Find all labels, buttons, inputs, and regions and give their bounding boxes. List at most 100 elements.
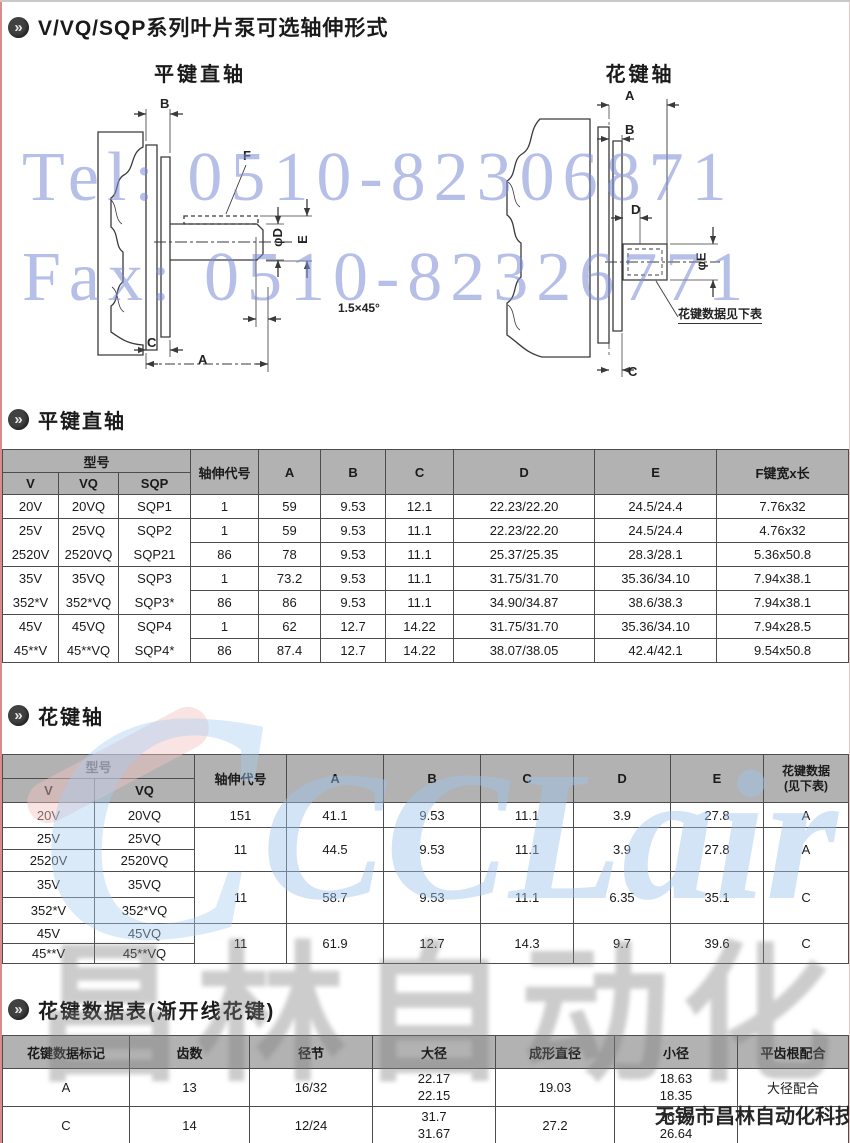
- table-row: 45V 45VQ SQP4 1 62 12.7 14.22 31.75/31.70 35.36/…: [2, 614, 850, 639]
- cell: 7.94x38.1: [716, 590, 850, 615]
- cell: 45VQ: [58, 614, 119, 639]
- cell: 35V: [2, 566, 59, 591]
- table-row: 35V 35VQ SQP3 1 73.2 9.53 11.1 31.75/31.70 35.36…: [2, 566, 850, 591]
- cell: 35.36/34.10: [594, 614, 718, 639]
- cell: 11.1: [385, 542, 455, 567]
- column-header-fit: 平齿根配合: [737, 1035, 849, 1069]
- cell: 45**VQ: [93, 943, 196, 964]
- cell: SQP4: [117, 614, 192, 639]
- cell: 20VQ: [58, 494, 119, 519]
- column-header-shaft-code: 轴伸代号: [190, 449, 260, 495]
- cell: SQP3*: [117, 590, 192, 615]
- cell: 11.1: [385, 590, 455, 615]
- dim-label-b2: B: [625, 122, 635, 137]
- dim-label-c: C: [147, 335, 157, 350]
- cell: 25.37/25.35: [453, 542, 596, 567]
- cell: 1: [190, 518, 260, 543]
- dim-label-chamfer: 1.5×45°: [338, 301, 380, 315]
- table-row: 20V 20VQ 151 41.1 9.53 11.1 3.9 27.8 A: [2, 802, 850, 828]
- cell: 26.99 26.64: [614, 1106, 738, 1143]
- table-row: 20V 20VQ SQP1 1 59 9.53 12.1 22.23/22.20 24.5/24…: [2, 494, 850, 519]
- cell: SQP21: [117, 542, 192, 567]
- cell: 35.36/34.10: [594, 566, 718, 591]
- page-title-row: » V/VQ/SQP系列叶片泵可选轴伸形式: [8, 12, 388, 42]
- cell: 86: [190, 638, 260, 663]
- column-header-a: A: [258, 449, 322, 495]
- cell: 9.53: [320, 518, 387, 543]
- dim-label-phi-e: φE: [693, 252, 709, 271]
- column-header-form-dia: 成形直径: [495, 1035, 615, 1069]
- cell: 7.76x32: [716, 494, 850, 519]
- cell: 13: [129, 1068, 250, 1107]
- cell: 22.23/22.20: [453, 518, 596, 543]
- dim-label-f: F: [243, 148, 251, 163]
- cell: 11: [194, 827, 288, 872]
- cell: 352*V: [2, 590, 59, 615]
- section-bullet-icon: »: [8, 16, 29, 38]
- cell: SQP4*: [117, 638, 192, 663]
- table-row: 45V 45VQ 11 61.9 12.7 14.3 9.7 39.6 C: [2, 923, 850, 964]
- cell: 12.7: [383, 923, 482, 964]
- cell: 86: [190, 590, 260, 615]
- cell: 9.53: [320, 590, 387, 615]
- cell: 45V: [2, 923, 95, 944]
- section-title-spline: 花键轴: [38, 707, 104, 729]
- section-flat-key: » 平键直轴: [8, 405, 126, 434]
- column-header-e: E: [594, 449, 718, 495]
- cell: 25V: [2, 827, 95, 850]
- cell: SQP2: [117, 518, 192, 543]
- cell: 45**V: [2, 638, 59, 663]
- spline-data-table: 花键数据标记 齿数 径节 大径 成形直径 小径 平齿根配合 A 13 16/32…: [2, 1035, 849, 1143]
- cell: A: [2, 1068, 130, 1107]
- cell: 35.1: [670, 871, 765, 924]
- column-header-shaft-code: 轴伸代号: [194, 754, 288, 803]
- cell: 45**VQ: [58, 638, 119, 663]
- table-header-row: V VQ: [2, 778, 849, 803]
- column-header-model: 型号: [1, 449, 192, 473]
- table-row: 2520V 2520VQ SQP21 86 78 9.53 11.1 25.37/25.35 2…: [2, 542, 850, 567]
- cell: C: [763, 923, 850, 964]
- column-header-sqp: SQP: [117, 472, 192, 495]
- cell: 352*VQ: [93, 897, 196, 924]
- table-row: 45**V 45**VQ SQP4* 86 87.4 12.7 14.22 38.07/38.…: [2, 638, 850, 663]
- section-bullet-icon: »: [8, 705, 29, 726]
- cell: 35V: [2, 871, 95, 898]
- cell: 11: [194, 923, 288, 964]
- cell: 31.75/31.70: [453, 566, 596, 591]
- cell: 1: [190, 494, 260, 519]
- cell: 9.53: [320, 542, 387, 567]
- cell: 9.7: [573, 923, 672, 964]
- cell: 2520VQ: [93, 849, 196, 872]
- cell: 78: [258, 542, 322, 567]
- column-header-e: E: [670, 754, 765, 803]
- cell: 12.7: [320, 614, 387, 639]
- cell: 61.9: [286, 923, 385, 964]
- cell: 20V: [2, 802, 95, 828]
- cell: 11.1: [480, 871, 575, 924]
- cell: 31.7 31.67: [372, 1106, 496, 1143]
- cell: [737, 1106, 849, 1143]
- column-header-teeth: 齿数: [129, 1035, 250, 1069]
- table-header-row: 花键数据标记 齿数 径节 大径 成形直径 小径 平齿根配合: [2, 1035, 849, 1069]
- cell: SQP3: [117, 566, 192, 591]
- table-row: 25V 25VQ SQP2 1 59 9.53 11.1 22.23/22.20 24.5/24…: [2, 518, 850, 543]
- cell: 31.75/31.70: [453, 614, 596, 639]
- table-row: 352*V 352*VQ SQP3* 86 86 9.53 11.1 34.90/34.87 3…: [2, 590, 850, 615]
- cell: 86: [190, 542, 260, 567]
- dim-label-a: A: [198, 352, 208, 367]
- cell: 27.2: [495, 1106, 615, 1143]
- cell: 11.1: [385, 518, 455, 543]
- cell: 9.54x50.8: [716, 638, 850, 663]
- cell: 3.9: [573, 802, 672, 828]
- column-header-c: C: [480, 754, 575, 803]
- column-header-vq: VQ: [58, 472, 119, 495]
- cell: 14: [129, 1106, 250, 1143]
- table-row: 352*V 352*VQ: [2, 897, 849, 924]
- cell: 20V: [2, 494, 59, 519]
- cell: 45V: [2, 614, 59, 639]
- footer-company-name: 无锡市昌林自动化科技: [655, 1106, 850, 1128]
- column-header-minor-dia: 小径: [614, 1035, 738, 1069]
- column-header-a: A: [286, 754, 385, 803]
- table-row: 25V 25VQ 11 44.5 9.53 11.1 3.9 27.8 A: [2, 827, 850, 872]
